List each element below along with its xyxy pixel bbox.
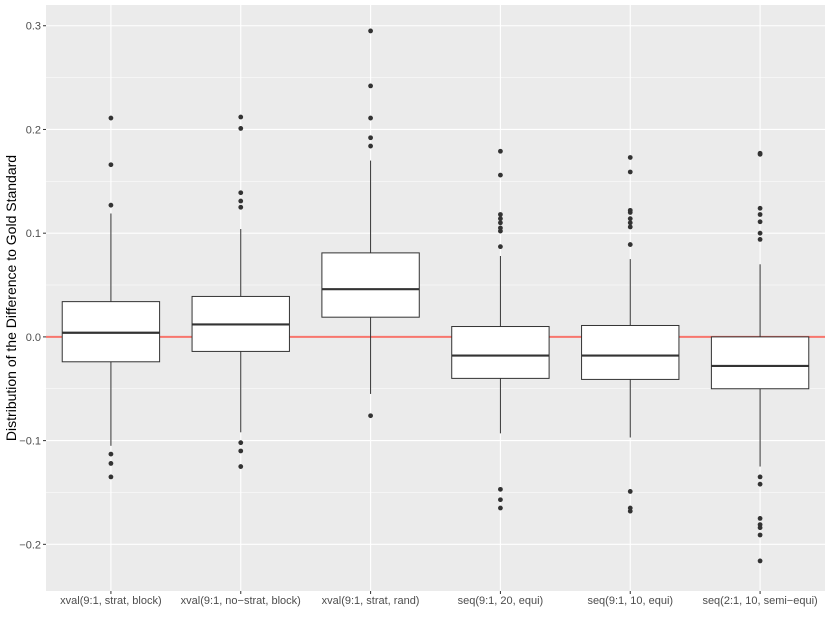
outlier-point	[368, 28, 373, 34]
outlier-point	[498, 244, 503, 250]
y-tick-label: 0.3	[26, 21, 41, 33]
outlier-point	[108, 202, 114, 208]
x-tick-label: seq(2:1, 10, semi−equi)	[702, 595, 817, 607]
outlier-point	[627, 169, 633, 175]
y-tick-label: −0.2	[19, 539, 41, 551]
y-axis-title: Distribution of the Difference to Gold S…	[3, 155, 19, 441]
outlier-point	[627, 220, 633, 226]
outlier-point	[368, 83, 373, 89]
box-iqr	[321, 252, 420, 318]
y-tick-label: 0.2	[26, 124, 41, 136]
outlier-point	[238, 114, 244, 120]
outlier-point	[238, 448, 244, 454]
box-group	[61, 28, 810, 564]
outlier-point	[498, 216, 503, 222]
box-2	[321, 28, 420, 419]
x-tick-label: seq(9:1, 10, equi)	[587, 595, 673, 607]
outlier-point	[627, 216, 633, 222]
y-tick-label: −0.1	[19, 436, 41, 448]
outlier-point	[368, 143, 373, 149]
box-5	[710, 150, 810, 564]
outlier-point	[368, 413, 373, 419]
outlier-point	[238, 126, 244, 131]
box-3	[451, 148, 550, 511]
outlier-point	[757, 515, 763, 521]
outlier-point	[498, 486, 503, 492]
outlier-point	[498, 505, 503, 511]
outlier-point	[108, 451, 114, 457]
x-tick-label: seq(9:1, 20, equi)	[458, 595, 544, 607]
outlier-point	[238, 464, 244, 469]
y-tick-label: 0.1	[26, 228, 41, 240]
outlier-point	[757, 481, 763, 487]
outlier-point	[498, 172, 503, 178]
outlier-point	[238, 204, 244, 210]
box-1	[191, 114, 290, 469]
y-tick-label: 0.0	[26, 332, 41, 344]
box-0	[61, 115, 161, 480]
x-axis: xval(9:1, strat, block) xval(9:1, no−stra…	[60, 591, 818, 607]
outlier-point	[368, 135, 373, 141]
outlier-point	[368, 115, 373, 121]
outlier-point	[498, 148, 503, 154]
outlier-point	[498, 497, 503, 503]
outlier-point	[757, 532, 763, 538]
outlier-point	[498, 212, 503, 217]
outlier-point	[498, 228, 503, 234]
box-iqr	[581, 324, 680, 380]
x-tick-label: xval(9:1, strat, block)	[60, 595, 161, 607]
outlier-point	[757, 237, 763, 242]
outlier-point	[627, 489, 633, 494]
outlier-point	[627, 242, 633, 247]
x-tick-label: xval(9:1, no−strat, block)	[181, 595, 301, 607]
outlier-point	[238, 440, 244, 446]
outlier-point	[757, 219, 763, 225]
box-iqr	[451, 326, 550, 379]
outlier-point	[627, 508, 633, 514]
y-axis: −0.2 −0.1 0.0 0.1 0.2 0.3	[19, 21, 46, 551]
outlier-point	[238, 198, 244, 204]
outlier-point	[627, 224, 633, 230]
outlier-point	[757, 212, 763, 217]
outlier-point	[627, 155, 633, 160]
x-tick-label: xval(9:1, strat, rand)	[322, 595, 420, 607]
outlier-point	[108, 461, 114, 466]
outlier-point	[757, 205, 763, 211]
outlier-point	[627, 210, 633, 215]
outlier-point	[757, 151, 763, 157]
outlier-point	[108, 474, 114, 480]
outlier-point	[757, 474, 763, 480]
outlier-point	[238, 190, 244, 196]
outlier-point	[757, 558, 763, 564]
plot-panel	[46, 5, 825, 591]
box-iqr	[710, 336, 810, 390]
outlier-point	[498, 220, 503, 226]
outlier-point	[757, 525, 763, 531]
outlier-point	[108, 162, 114, 168]
box-4	[581, 155, 680, 514]
outlier-point	[108, 115, 114, 121]
outlier-point	[757, 230, 763, 236]
